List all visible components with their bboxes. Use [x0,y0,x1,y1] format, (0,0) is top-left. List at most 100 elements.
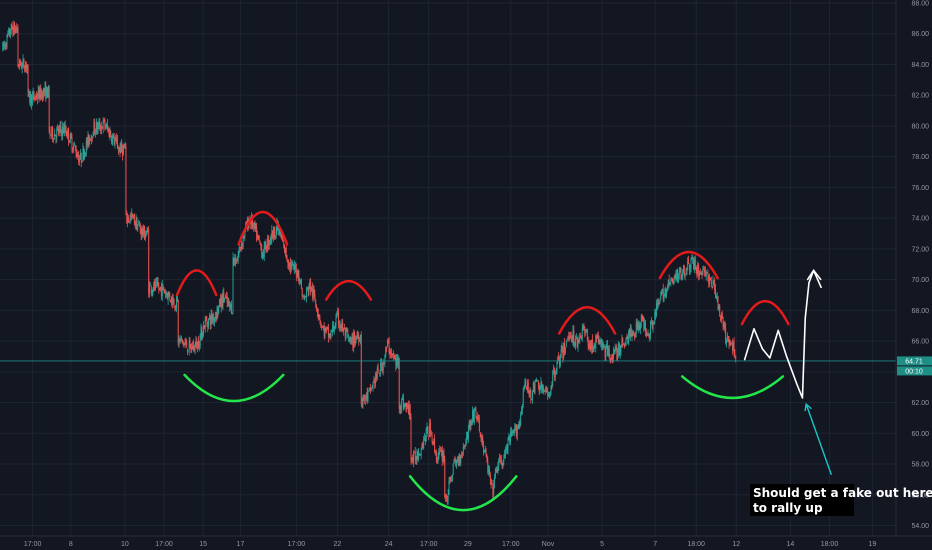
candle-body [327,327,328,329]
candle-body [663,295,665,299]
candle-body [43,88,45,94]
candle-body [41,92,43,98]
countdown-label: 00:10 [905,368,923,375]
candle-body [385,347,387,357]
candle-body [209,317,211,325]
candle-body [208,316,210,319]
candle-body [35,95,37,98]
candle-body [36,98,38,99]
candle-body [526,386,528,390]
candle-body [368,390,370,392]
candle-body [651,323,653,328]
support-arc [408,475,518,512]
candle-body [150,285,152,293]
candle-body [472,411,474,422]
candle-body [381,362,382,366]
candle-body [30,94,32,104]
candle-body [630,328,632,337]
candle-body [570,336,572,340]
candle-body [345,330,347,337]
candle-body [55,135,57,139]
candle-body [407,404,409,408]
candle-body [129,216,131,222]
candle-body [175,307,177,309]
candle-body [96,122,98,131]
candle-body [456,460,458,466]
candle-body [21,63,23,69]
candle-body [587,338,589,346]
candle-body [188,341,190,352]
candle-body [725,327,727,343]
candle-body [99,121,101,130]
candle-body [304,297,306,300]
candle-body [180,338,182,340]
candle-body [335,316,337,327]
candle-body [219,299,221,307]
x-tick-label: Nov [542,541,555,548]
candle-body [9,33,11,36]
candle-body [261,247,263,258]
candle-body [170,299,172,302]
candle-body [387,340,389,342]
candle-body [489,474,491,480]
candle-body [310,281,312,292]
candle-body [429,422,431,435]
candle-body [602,344,604,347]
candle-body [371,387,373,389]
candle-body [460,456,462,463]
price-badges: 64.71 00:10 [897,356,932,376]
candle-body [621,338,623,344]
candle-body [93,123,95,136]
candle-body [230,304,232,314]
candle-body [491,483,493,485]
candle-body [63,125,65,133]
candle-body [526,383,528,390]
candle-body [52,127,54,139]
candle-body [123,146,125,149]
candle-body [333,329,335,332]
candle-body [366,392,368,400]
candle-body [85,141,87,154]
candle-body [590,343,592,351]
candle-body [446,495,447,499]
candle-body [341,322,343,328]
candle-body [31,94,32,105]
candle-body [241,244,242,249]
y-tick-label: 86.00 [911,31,929,38]
candle-body [479,432,481,434]
candle-body [424,438,425,439]
candle-body [622,337,624,346]
candle-body [457,459,459,465]
candle-body [146,229,148,234]
candle-body [529,390,531,393]
candle-body [668,279,670,285]
candle-body [25,64,27,71]
time-axis-panel[interactable] [0,536,932,550]
candle-body [140,230,142,235]
candle-body [280,232,282,238]
candle-body [319,317,321,322]
candle-body [463,445,465,447]
candle-body [733,341,735,355]
candle-body [235,262,237,264]
candle-body [72,148,74,150]
candle-body [440,450,442,452]
candle-body [224,298,226,301]
candle-body [475,410,477,417]
candle-body [631,332,633,337]
candle-body [548,395,550,396]
y-tick-label: 58.00 [911,462,929,469]
candle-body [563,343,565,358]
candle-body [473,410,475,423]
x-tick-label: 19 [868,541,876,548]
candle-body [555,370,557,374]
candle-body [732,342,734,349]
candle-body [128,221,130,222]
candle-body [690,258,692,269]
candle-body [589,343,591,350]
candle-body [543,390,545,392]
candle-body [370,389,372,391]
candle-body [84,151,86,159]
price-axis-panel[interactable] [896,0,932,550]
